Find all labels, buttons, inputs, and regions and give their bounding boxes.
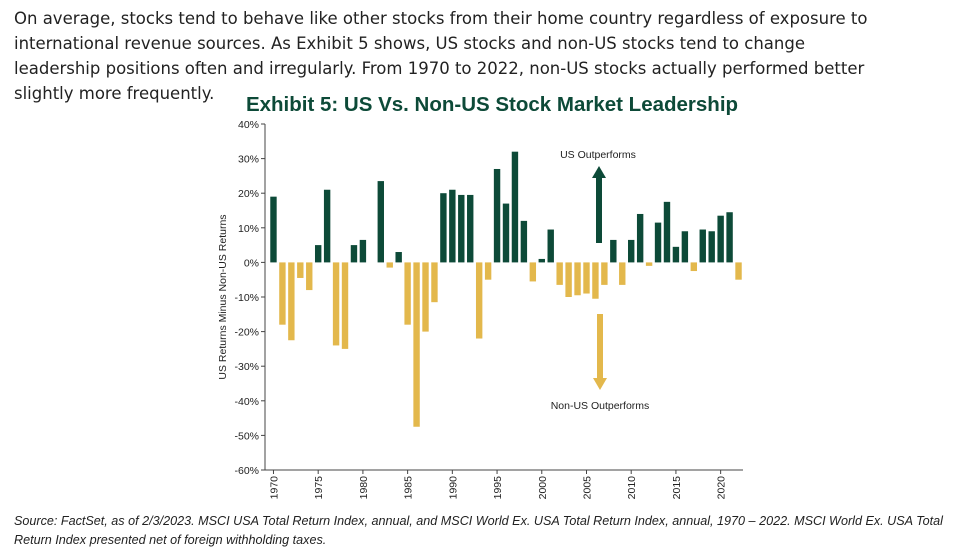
y-tick-label: -30%: [234, 361, 259, 373]
y-tick-label: -20%: [234, 327, 259, 339]
y-tick-label: 10%: [238, 223, 259, 235]
bar: [502, 203, 510, 263]
y-tick-label: 20%: [238, 188, 259, 200]
bar: [377, 181, 384, 263]
bar: [350, 245, 358, 263]
x-tick-label: 2005: [581, 476, 593, 500]
bar: [735, 262, 742, 280]
bar: [538, 258, 545, 263]
bar: [279, 262, 286, 325]
bar: [529, 262, 537, 282]
bar: [520, 220, 528, 263]
bar: [413, 262, 420, 427]
bar: [547, 229, 554, 263]
y-tick-label: 0%: [244, 257, 259, 269]
x-tick-label: 1975: [313, 476, 325, 500]
bar: [672, 246, 680, 263]
bar: [708, 231, 715, 263]
bar: [440, 193, 447, 263]
y-tick-label: 40%: [238, 119, 259, 131]
bar: [654, 222, 662, 263]
chart-title: Exhibit 5: US Vs. Non-US Stock Market Le…: [245, 93, 739, 116]
y-tick-label: -60%: [234, 465, 259, 477]
x-tick-label: 2020: [716, 476, 728, 500]
bar: [690, 262, 698, 272]
bar: [717, 215, 724, 263]
bar: [386, 262, 393, 268]
x-tick-label: 1985: [403, 476, 415, 500]
bar: [323, 189, 331, 263]
bar: [270, 196, 277, 263]
bar: [306, 262, 313, 291]
x-tick-label: 2010: [626, 476, 638, 500]
bar: [297, 262, 304, 278]
x-tick-label: 1970: [268, 476, 280, 500]
bar: [681, 231, 689, 263]
y-tick-label: 30%: [238, 154, 259, 166]
y-tick-label: -40%: [234, 396, 259, 408]
bar: [645, 262, 653, 266]
x-tick-label: 2000: [537, 476, 549, 500]
bar: [574, 262, 581, 296]
x-tick-label: 1990: [447, 476, 459, 500]
bar: [636, 213, 644, 263]
bar: [475, 262, 483, 339]
bar: [431, 262, 438, 303]
bar: [583, 262, 590, 294]
y-tick-label: -10%: [234, 292, 259, 304]
bar: [332, 262, 340, 346]
x-tick-label: 1995: [492, 476, 504, 500]
arrow-head: [593, 378, 607, 390]
bar: [341, 262, 349, 349]
source-note: Source: FactSet, as of 2/3/2023. MSCI US…: [14, 514, 943, 547]
bar: [467, 194, 474, 263]
x-tick-label: 2015: [671, 476, 683, 500]
bar: [359, 239, 367, 263]
bar: [565, 262, 572, 297]
bar: [601, 262, 608, 285]
annotation: Non-US Outperforms: [551, 400, 650, 412]
bar: [449, 189, 456, 263]
bar: [619, 262, 626, 285]
bar: [556, 262, 563, 285]
x-tick-label: 1980: [358, 476, 370, 500]
bar: [404, 262, 411, 325]
bar: [699, 229, 706, 263]
bar: [628, 239, 635, 263]
bar: [726, 212, 733, 263]
bar: [592, 262, 599, 299]
bar: [288, 262, 295, 341]
paragraph: On average, stocks tend to behave like o…: [14, 9, 868, 103]
bar: [484, 262, 492, 280]
bar: [610, 239, 617, 263]
annotation: US Outperforms: [560, 149, 636, 161]
bar: [395, 252, 402, 263]
bar: [493, 168, 501, 263]
bar: [511, 151, 519, 263]
bar: [663, 201, 671, 263]
bar: [458, 194, 465, 263]
bar: [422, 262, 429, 332]
bar: [314, 245, 322, 263]
y-axis-label: US Returns Minus Non-US Returns: [217, 214, 229, 379]
y-tick-label: -50%: [234, 430, 259, 442]
arrow-head: [592, 166, 606, 178]
